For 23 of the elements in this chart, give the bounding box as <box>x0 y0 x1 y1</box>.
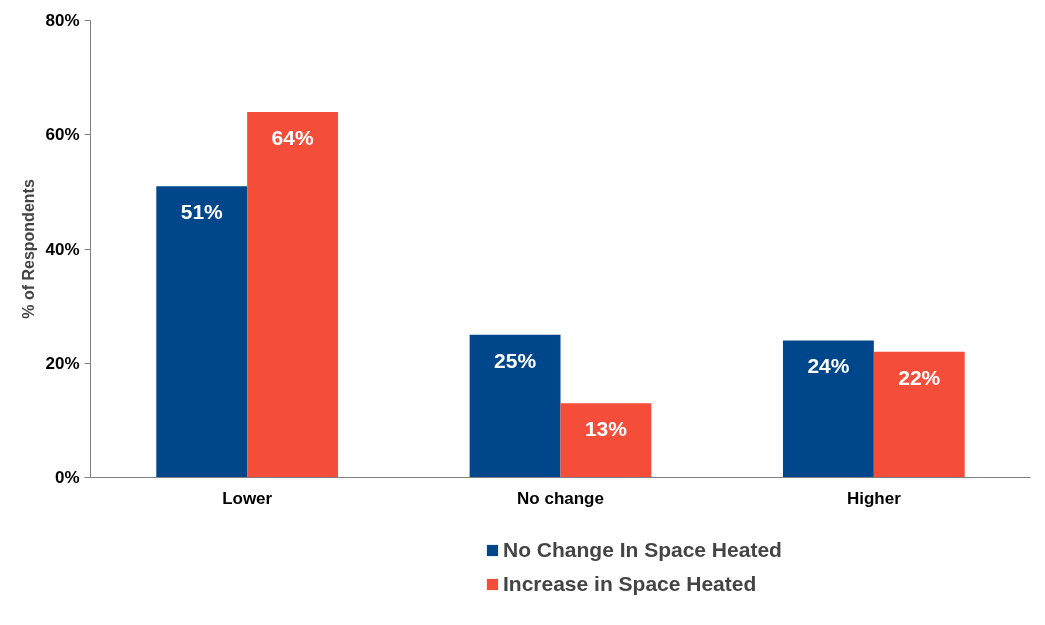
data-label: 13% <box>584 417 628 441</box>
bar <box>782 340 874 478</box>
y-axis-title: % of Respondents <box>20 179 38 319</box>
data-label: 51% <box>180 200 224 224</box>
x-tick-label: No change <box>517 488 604 508</box>
y-tick-label: 60% <box>45 125 80 145</box>
y-tick-label: 40% <box>45 239 80 259</box>
bar <box>156 186 248 478</box>
x-tick-label: Higher <box>846 488 902 508</box>
legend-label: No Change In Space Heated <box>503 538 782 562</box>
legend-label: Increase in Space Heated <box>503 572 757 596</box>
bar <box>873 351 965 478</box>
data-label: 22% <box>898 365 941 389</box>
data-label: 64% <box>271 125 314 149</box>
data-label: 25% <box>494 348 537 372</box>
data-label: 24% <box>807 354 850 378</box>
y-tick-label: 80% <box>45 11 80 30</box>
bar <box>469 334 561 478</box>
bar <box>560 403 652 478</box>
y-tick-label: 20% <box>45 353 80 373</box>
y-tick-label: 0% <box>54 468 80 487</box>
bar <box>247 111 339 478</box>
x-tick-label: Lower <box>222 488 273 508</box>
